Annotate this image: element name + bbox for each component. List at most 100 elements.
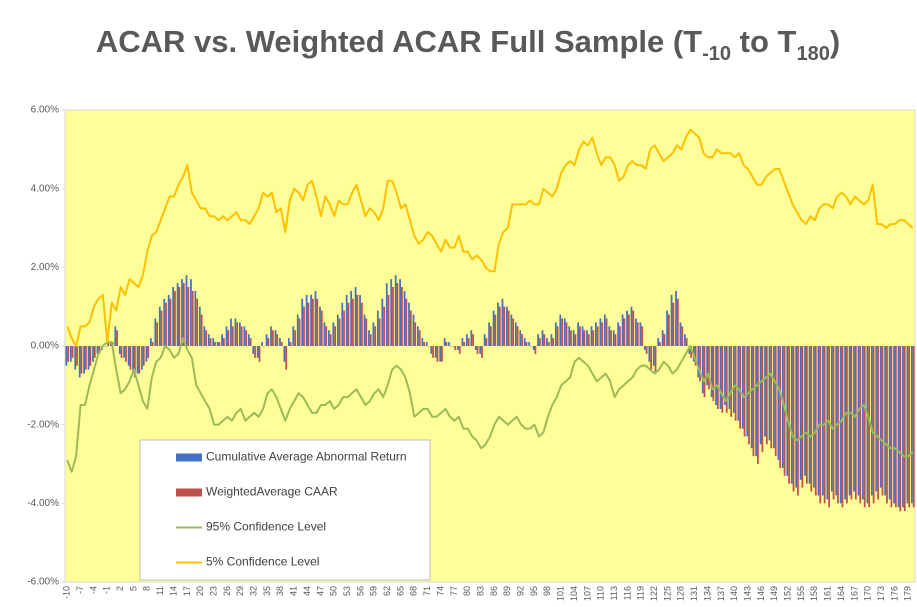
bar	[906, 346, 909, 504]
bar	[96, 346, 99, 354]
bar	[528, 342, 531, 346]
legend-label: WeightedAverage CAAR	[206, 485, 338, 499]
bar	[479, 346, 482, 354]
x-tick-label: 131	[689, 586, 699, 601]
bar	[596, 326, 599, 346]
bar	[374, 326, 377, 346]
bar	[799, 346, 802, 480]
bar	[83, 346, 86, 374]
bar	[830, 346, 833, 492]
bar	[663, 334, 666, 346]
x-tick-label: 86	[489, 586, 499, 596]
bar	[725, 346, 728, 413]
bar	[156, 322, 159, 346]
bar	[805, 346, 808, 484]
y-tick-label: 4.00%	[31, 183, 59, 194]
bar	[862, 346, 864, 500]
bar	[383, 306, 385, 346]
bar	[234, 318, 237, 346]
bar	[556, 326, 559, 346]
bar	[441, 346, 443, 362]
bar	[685, 338, 688, 346]
title-subscript: 180	[796, 43, 829, 65]
bar	[85, 346, 87, 370]
bar	[516, 326, 519, 346]
bar	[863, 346, 866, 508]
x-tick-label: -4	[88, 586, 98, 594]
bar	[67, 346, 70, 362]
bar	[280, 342, 283, 346]
bar	[621, 314, 624, 346]
bar	[899, 346, 902, 512]
x-tick-label: 77	[449, 586, 459, 596]
x-tick-label: 80	[462, 586, 472, 596]
bar	[595, 322, 597, 346]
bar	[690, 346, 693, 358]
x-tick-label: 116	[622, 586, 632, 600]
bar	[165, 302, 167, 346]
bar	[581, 326, 584, 346]
bar	[684, 334, 686, 346]
bar	[764, 346, 766, 437]
bar	[145, 346, 148, 362]
bar	[741, 346, 744, 429]
bar	[352, 298, 354, 346]
bar	[788, 346, 790, 484]
bar	[390, 279, 393, 346]
bar	[270, 326, 272, 346]
bar	[859, 346, 862, 504]
bar	[730, 346, 733, 417]
bar	[182, 283, 185, 346]
bar	[432, 346, 434, 358]
bar	[418, 330, 421, 346]
bar	[359, 294, 361, 346]
bar	[247, 334, 250, 346]
x-tick-label: 65	[395, 586, 405, 596]
bar	[670, 294, 673, 346]
bar	[541, 330, 544, 346]
bar	[434, 346, 437, 358]
bar	[194, 290, 197, 346]
bar	[706, 346, 709, 386]
line	[66, 337, 914, 473]
x-tick-label: 140	[729, 586, 739, 601]
bar	[368, 330, 370, 346]
bar	[521, 334, 523, 346]
bar	[307, 302, 310, 346]
bar	[132, 346, 134, 374]
bar	[592, 330, 595, 346]
bar	[612, 330, 615, 346]
bar	[498, 306, 501, 346]
bar	[129, 346, 132, 370]
bar	[190, 279, 192, 346]
bar	[530, 346, 532, 347]
bar	[203, 326, 206, 346]
bar	[519, 330, 522, 346]
bar	[574, 334, 577, 346]
bar	[737, 346, 740, 421]
bar	[294, 330, 296, 346]
bar	[325, 326, 328, 346]
bar	[587, 334, 590, 346]
bar	[116, 330, 118, 346]
bar	[563, 318, 566, 346]
bar	[298, 318, 301, 346]
x-tick-label: 173	[876, 586, 886, 601]
x-tick-label: 155	[796, 586, 806, 601]
bar	[804, 346, 806, 476]
bar	[715, 346, 717, 405]
x-tick-label: -1	[102, 586, 112, 594]
x-tick-label: 68	[409, 586, 419, 596]
bar	[227, 330, 230, 346]
bar	[394, 275, 397, 346]
x-tick-label: 23	[208, 586, 218, 596]
bar	[603, 314, 606, 346]
bar	[127, 346, 130, 366]
bar	[214, 342, 216, 346]
bar	[801, 346, 804, 488]
bar	[786, 346, 789, 476]
bar	[196, 298, 199, 346]
bar	[245, 330, 248, 346]
bar	[672, 302, 675, 346]
bar	[142, 346, 145, 366]
